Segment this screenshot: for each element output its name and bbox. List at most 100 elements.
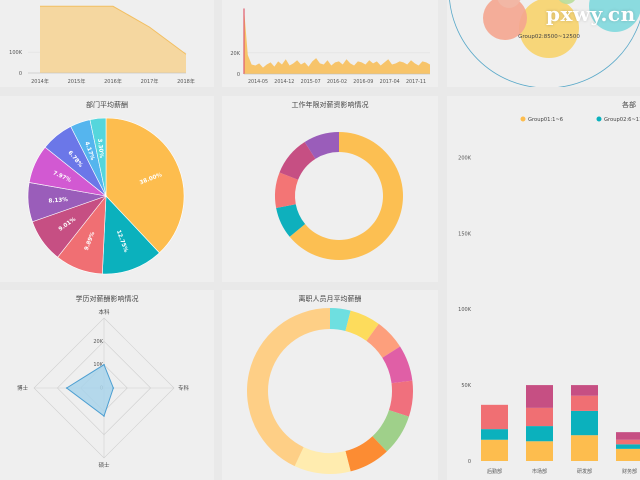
pie-slice <box>279 141 316 180</box>
stacked-bar-segment <box>526 441 553 461</box>
y-tick-label: 0 <box>19 71 22 77</box>
stacked-bar-segment <box>526 385 553 408</box>
stacked-bar-segment <box>571 395 598 411</box>
y-tick-label: 100K <box>458 307 472 313</box>
resigned-title: 离职人员月平均薪酬 <box>298 295 362 303</box>
area-fill <box>244 8 430 74</box>
watermark: pxwy.cn <box>546 2 636 26</box>
x-tick-label: 2015年 <box>68 78 86 85</box>
stacked-bar-chart: 0 50K 100K 150K 200K Group01:1~6 Group02:6~11 后… <box>458 116 640 475</box>
work-years-title: 工作年限对薪资影响情况 <box>291 101 369 109</box>
stacked-bar-segment <box>616 444 640 449</box>
bubble <box>497 0 521 8</box>
bubble <box>589 0 640 32</box>
pie-slice <box>294 447 351 474</box>
stacked-panel: 各部 0 50K 100K 150K 200K Group01:1~6 Group02:6~… <box>447 96 640 480</box>
x-tick-label: 2016-02 <box>327 79 347 85</box>
legend-label: Group01:1~6 <box>528 117 563 123</box>
y-tick-label: 0 <box>468 459 471 465</box>
stacked-bar-segment <box>571 435 598 461</box>
x-tick-label: 研发部 <box>577 468 592 475</box>
legend-swatch <box>520 116 526 122</box>
education-panel: 学历对薪酬影响情况 010K20K本科专科硕士博士 <box>0 290 214 480</box>
area-line <box>40 5 187 55</box>
pie-slice <box>105 117 185 254</box>
x-tick-label: 2015-07 <box>301 79 321 85</box>
stacked-bar-segment <box>526 426 553 442</box>
radar-axis-label: 本科 <box>98 308 110 316</box>
x-tick-label: 2014年 <box>31 78 49 85</box>
stacked-bar-segment <box>571 410 598 436</box>
x-tick-label: 2017-04 <box>380 79 400 85</box>
resigned-panel: 离职人员月平均薪酬 <box>222 290 438 480</box>
radar-point <box>103 363 105 366</box>
x-tick-label: 2018年 <box>177 78 195 85</box>
x-tick-label: 2017年 <box>141 78 159 85</box>
pie-slice <box>388 380 413 417</box>
x-tick-label: 2014-12 <box>274 79 294 85</box>
radar-axis-label: 博士 <box>17 384 29 392</box>
slice-label: 3.30% <box>96 138 104 158</box>
pie-slice <box>247 308 330 467</box>
pie-slice <box>330 308 351 331</box>
bubble <box>519 0 579 58</box>
monthly-salary-panel: 0 20K 2014-05 2014-12 2015-07 2016-02 2016-09 2… <box>222 0 438 87</box>
pie-slice <box>276 204 306 237</box>
slice-label: 8.13% <box>48 197 68 205</box>
pie-slice <box>289 132 403 260</box>
pie-slice <box>372 410 409 452</box>
stacked-bar-segment <box>481 429 508 440</box>
x-tick-label: 2016年 <box>104 78 122 85</box>
dept-pie-panel: 部门平均薪酬 38.00% 12.75% 9.89% 9.01% 8.13% 7.97% 6… <box>0 96 214 282</box>
y-tick-label: 20K <box>230 51 240 57</box>
legend-label: Group02:6~11 <box>604 117 640 123</box>
y-tick-label: 50K <box>461 383 471 389</box>
work-years-panel: 工作年限对薪资影响情况 <box>222 96 438 282</box>
bubble <box>559 0 575 4</box>
bubble-panel: Group02:8500~12500 <box>447 0 640 87</box>
radar-axis-label: 硕士 <box>98 461 110 469</box>
x-tick-label: 2017-11 <box>406 79 426 85</box>
x-tick-label: 财务部 <box>622 468 637 475</box>
pie-slice <box>275 172 299 208</box>
legend-swatch <box>596 116 602 122</box>
radar-ring-label: 20K <box>93 339 103 345</box>
dept-pie-title: 部门平均薪酬 <box>86 101 128 109</box>
stacked-title: 各部 <box>622 101 636 109</box>
x-tick-label: 2016-09 <box>353 79 373 85</box>
bubble-chart: Group02:8500~12500 <box>449 0 640 87</box>
y-tick-label: 200K <box>458 155 472 161</box>
y-tick-label: 0 <box>237 72 240 78</box>
stacked-bar-segment <box>616 448 640 461</box>
pie-slice <box>345 436 387 472</box>
work-years-donut <box>275 132 403 260</box>
education-title: 学历对薪酬影响情况 <box>75 295 139 303</box>
radar-point <box>65 387 68 389</box>
y-tick-label: 150K <box>458 231 472 237</box>
pie-slice <box>366 323 401 358</box>
monthly-area-chart: 0 20K 2014-05 2014-12 2015-07 2016-02 2016-09 2… <box>230 8 430 85</box>
pie-slice <box>304 132 339 159</box>
radar-point <box>103 415 105 417</box>
yearly-area-chart: 0 100K 2014年 2015年 2016年 2017年 2018年 <box>9 5 195 85</box>
stacked-bar-segment <box>526 407 553 427</box>
stacked-bar-segment <box>571 385 598 396</box>
radar-area <box>65 363 114 417</box>
education-radar-chart: 010K20K本科专科硕士博士 <box>17 308 190 469</box>
radar-axis-label: 专科 <box>178 384 190 392</box>
radar-ring-label: 10K <box>93 362 103 368</box>
bubble-label: Group02:8500~12500 <box>518 34 580 40</box>
pie-slice <box>89 117 107 197</box>
stacked-bar-segment <box>481 439 508 461</box>
resigned-donut <box>247 308 413 474</box>
pie-slice <box>102 195 160 275</box>
stacked-bar-segment <box>616 439 640 445</box>
pie-slice <box>382 346 413 384</box>
stacked-bar-segment <box>616 432 640 440</box>
x-tick-label: 市场部 <box>532 468 547 475</box>
x-tick-label: 后勤部 <box>487 468 502 475</box>
y-tick-label: 100K <box>9 50 23 56</box>
x-tick-label: 2014-05 <box>248 79 268 85</box>
yearly-salary-panel: 0 100K 2014年 2015年 2016年 2017年 2018年 <box>0 0 214 87</box>
radar-point <box>112 387 115 389</box>
